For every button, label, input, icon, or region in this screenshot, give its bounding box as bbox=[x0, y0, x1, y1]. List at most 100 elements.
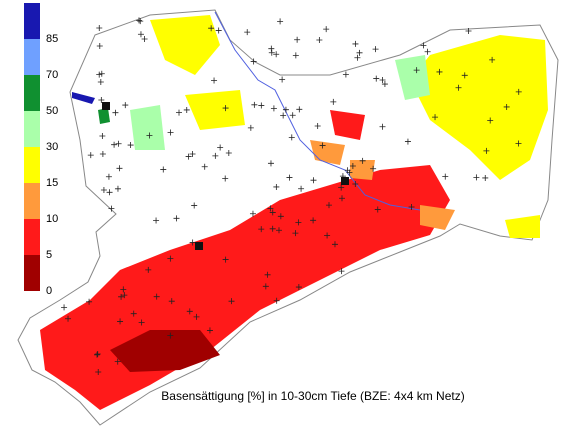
sample-cross bbox=[273, 297, 280, 304]
sample-cross bbox=[141, 36, 148, 43]
sample-cross bbox=[105, 173, 112, 180]
legend-swatch bbox=[24, 3, 40, 39]
sample-cross bbox=[145, 266, 152, 273]
sample-cross bbox=[267, 160, 274, 167]
legend-label: 50 bbox=[46, 105, 58, 117]
river bbox=[214, 11, 421, 211]
sample-cross bbox=[319, 142, 326, 149]
sample-cross bbox=[112, 109, 119, 116]
legend-label: 15 bbox=[46, 177, 58, 189]
sample-cross bbox=[222, 256, 229, 263]
sample-cross bbox=[130, 310, 137, 317]
sample-cross bbox=[310, 177, 317, 184]
sample-cross bbox=[191, 202, 198, 209]
sample-cross bbox=[118, 293, 125, 300]
sample-cross bbox=[269, 209, 276, 216]
sample-cross bbox=[87, 152, 94, 159]
sample-cross bbox=[115, 140, 122, 147]
sample-cross bbox=[461, 72, 468, 79]
sample-cross bbox=[183, 106, 190, 113]
city-marker bbox=[102, 102, 110, 110]
sample-cross bbox=[295, 284, 302, 291]
sample-cross bbox=[408, 203, 415, 210]
sample-cross bbox=[294, 36, 301, 43]
legend-swatch bbox=[24, 183, 40, 219]
sample-cross bbox=[338, 184, 345, 191]
legend-swatch bbox=[24, 111, 40, 147]
sample-cross bbox=[114, 185, 121, 192]
sample-cross bbox=[359, 157, 366, 164]
sample-cross bbox=[94, 351, 101, 358]
sample-cross bbox=[127, 142, 134, 149]
sample-cross bbox=[153, 293, 160, 300]
sample-cross bbox=[98, 70, 105, 77]
sample-cross bbox=[61, 304, 68, 311]
sample-cross bbox=[288, 134, 295, 141]
sample-cross bbox=[208, 25, 215, 32]
sample-cross bbox=[215, 27, 222, 34]
legend-swatch bbox=[24, 219, 40, 255]
sample-cross bbox=[352, 180, 359, 187]
sample-cross bbox=[244, 29, 251, 36]
sample-cross bbox=[270, 105, 277, 112]
sample-cross bbox=[489, 56, 496, 63]
sample-cross bbox=[295, 219, 302, 226]
sample-cross bbox=[273, 183, 280, 190]
sample-cross bbox=[122, 102, 129, 109]
sample-cross bbox=[250, 58, 257, 65]
sample-cross bbox=[160, 166, 167, 173]
sample-cross bbox=[262, 283, 269, 290]
sample-cross bbox=[111, 141, 118, 148]
sample-cross bbox=[455, 84, 462, 91]
legend-label: 30 bbox=[46, 141, 58, 153]
sample-cross bbox=[372, 46, 379, 53]
sample-cross bbox=[292, 52, 299, 59]
sample-cross bbox=[269, 225, 276, 232]
sample-cross bbox=[268, 45, 275, 52]
sample-cross bbox=[381, 81, 388, 88]
sample-cross bbox=[108, 205, 115, 212]
sample-cross bbox=[167, 332, 174, 339]
sample-cross bbox=[249, 210, 256, 217]
sample-points bbox=[61, 17, 522, 375]
sample-cross bbox=[185, 153, 192, 160]
sample-cross bbox=[137, 31, 144, 38]
sample-cross bbox=[167, 129, 174, 136]
sample-cross bbox=[275, 227, 282, 234]
sample-cross bbox=[186, 308, 193, 315]
sample-cross bbox=[374, 206, 381, 213]
sample-cross bbox=[99, 132, 106, 139]
sample-cross bbox=[106, 189, 113, 196]
legend-swatch bbox=[24, 75, 40, 111]
sample-cross bbox=[96, 42, 103, 49]
sample-cross bbox=[282, 106, 289, 113]
sample-cross bbox=[289, 112, 296, 119]
sample-cross bbox=[356, 49, 363, 56]
sample-cross bbox=[189, 239, 196, 246]
sample-cross bbox=[168, 298, 175, 305]
sample-cross bbox=[342, 71, 349, 78]
sample-cross bbox=[325, 202, 332, 209]
sample-cross bbox=[354, 54, 361, 61]
sample-cross bbox=[515, 88, 522, 95]
sample-cross bbox=[296, 106, 303, 113]
sample-cross bbox=[146, 132, 153, 139]
sample-cross bbox=[338, 268, 345, 275]
sample-cross bbox=[98, 96, 105, 103]
sample-cross bbox=[280, 112, 287, 119]
sample-cross bbox=[100, 187, 107, 194]
sample-cross bbox=[420, 42, 427, 49]
sample-cross bbox=[99, 151, 106, 158]
sample-cross bbox=[324, 232, 331, 239]
sample-cross bbox=[310, 217, 317, 224]
sample-cross bbox=[120, 286, 127, 293]
sample-cross bbox=[96, 24, 103, 31]
sample-cross bbox=[153, 217, 160, 224]
sample-cross bbox=[379, 123, 386, 130]
sample-cross bbox=[96, 71, 103, 78]
sample-cross bbox=[277, 213, 284, 220]
sample-cross bbox=[465, 28, 472, 35]
sample-cross bbox=[138, 319, 145, 326]
sample-cross bbox=[515, 140, 522, 147]
